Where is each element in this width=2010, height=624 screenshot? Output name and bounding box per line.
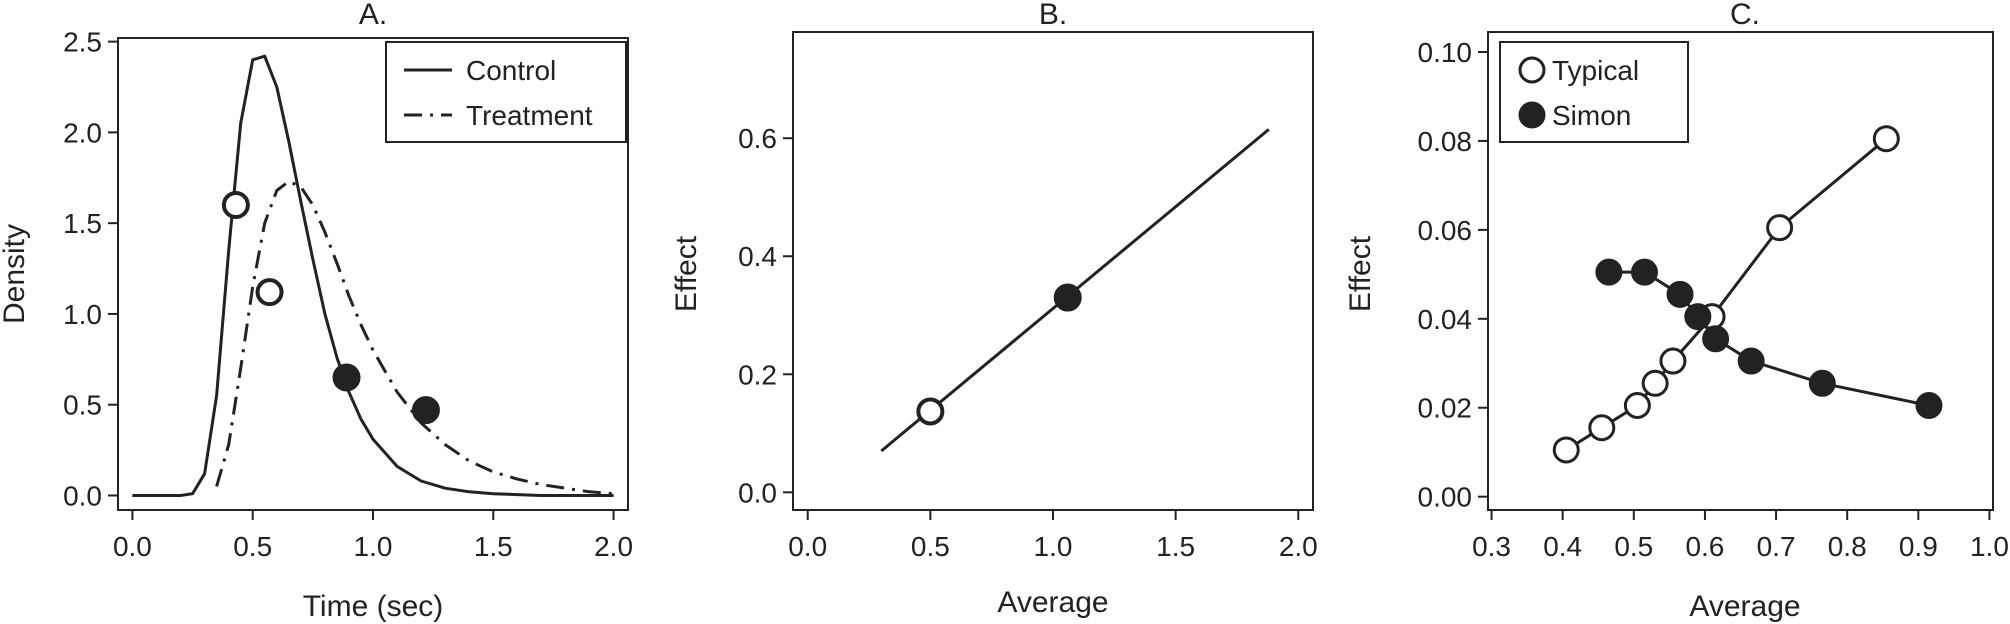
panel-a-ytick-label: 0.0 (63, 480, 102, 511)
panel-b-ytick-label: 0.6 (738, 123, 777, 154)
legend-simon-label: Simon (1552, 100, 1631, 131)
panel-b-title: B. (1039, 0, 1067, 31)
typical-point (1641, 369, 1669, 397)
legend-treatment-label: Treatment (466, 100, 593, 131)
typical-point (1623, 392, 1651, 420)
simon-point (1595, 258, 1623, 286)
panel-c-ytick-label: 0.00 (1418, 482, 1473, 513)
panel-a-xlabel: Time (sec) (303, 590, 444, 623)
panel-b: B. Average Effect 0.0 0.5 1.0 1.5 2.0 0.0 0.2 0… (670, 0, 1318, 619)
simon-point (1737, 347, 1765, 375)
simon-point (1666, 280, 1694, 308)
panel-c-xtick-label: 0.3 (1472, 531, 1511, 562)
panel-b-xtick-label: 1.5 (1156, 531, 1195, 562)
panel-c-xtick-label: 0.7 (1757, 531, 1796, 562)
panel-c-xtick-label: 0.5 (1614, 531, 1653, 562)
panel-b-xtick-label: 0.5 (911, 531, 950, 562)
panel-c-ytick-label: 0.06 (1418, 215, 1473, 246)
panel-b-xtick-label: 1.0 (1034, 531, 1073, 562)
series-treatment-line (215, 179, 614, 496)
simon-point (1630, 258, 1658, 286)
open-point (255, 278, 284, 307)
series-control-line (132, 54, 614, 497)
panel-a-legend: Control Treatment (385, 41, 627, 143)
panel-b-xtick-label: 0.0 (788, 531, 827, 562)
filled-point (411, 396, 440, 425)
series-typical-line (1565, 137, 1888, 452)
panel-c-xtick-label: 1.0 (1970, 531, 2009, 562)
panel-a: A. Time (sec) Density 0.0 0.5 1.0 1.5 2.0 0.0… (0, 0, 633, 623)
panel-a-ytick-label: 0.5 (63, 390, 102, 421)
filled-point (332, 363, 361, 392)
panel-b-xtick-label: 2.0 (1279, 531, 1318, 562)
legend-control-label: Control (466, 55, 556, 86)
panel-c-xtick-label: 0.6 (1685, 531, 1724, 562)
panel-b-ytick-label: 0.0 (738, 477, 777, 508)
legend-typical-label: Typical (1552, 55, 1639, 86)
simon-point (1702, 325, 1730, 353)
panel-c-ytick-label: 0.10 (1418, 37, 1473, 68)
typical-point (1659, 347, 1687, 375)
panel-c-ylabel: Effect (1344, 235, 1377, 312)
simon-point (1915, 392, 1943, 420)
panel-a-ytick-label: 1.5 (63, 208, 102, 239)
panel-a-xtick-label: 0.0 (113, 531, 152, 562)
panel-a-ytick-label: 2.5 (63, 27, 102, 58)
legend-simon-marker (1518, 101, 1546, 129)
panel-c-xtick-label: 0.9 (1899, 531, 1938, 562)
panel-a-xtick-label: 2.0 (594, 531, 633, 562)
panel-a-ytick-label: 2.0 (63, 117, 102, 148)
panel-a-xtick-label: 1.0 (354, 531, 393, 562)
typical-point (1766, 214, 1794, 242)
panel-b-ytick-label: 0.4 (738, 241, 777, 272)
panel-a-xtick-label: 1.5 (474, 531, 513, 562)
panel-c-ytick-label: 0.02 (1418, 393, 1473, 424)
open-point (221, 191, 250, 220)
panel-c-ytick-label: 0.08 (1418, 126, 1473, 157)
typical-point (1552, 436, 1580, 464)
panel-b-xlabel: Average (997, 586, 1108, 619)
typical-point (1872, 125, 1900, 153)
filled-point (1053, 283, 1082, 312)
panel-c-title: C. (1730, 0, 1760, 31)
panel-c-legend: Typical Simon (1499, 41, 1689, 143)
panel-b-ylabel: Effect (670, 235, 703, 312)
simon-point (1684, 303, 1712, 331)
panel-c-ytick-label: 0.04 (1418, 304, 1473, 335)
legend-typical-marker (1518, 56, 1546, 84)
panel-a-xtick-label: 0.5 (233, 531, 272, 562)
simon-point (1808, 369, 1836, 397)
panel-c-xtick-label: 0.8 (1828, 531, 1867, 562)
open-point (916, 397, 945, 426)
panel-c: C. Average Effect 0.3 0.4 0.5 0.6 0.7 0.8 0.9 1… (1344, 0, 2009, 623)
panel-b-ytick-label: 0.2 (738, 359, 777, 390)
panel-a-ylabel: Density (0, 224, 31, 324)
panel-a-ytick-label: 1.0 (63, 299, 102, 330)
panel-a-legend-box (385, 41, 627, 143)
panel-b-frame (792, 31, 1314, 511)
panel-c-frame (1487, 31, 1994, 511)
panel-a-title: A. (359, 0, 387, 31)
panel-c-xtick-label: 0.4 (1543, 531, 1582, 562)
panel-c-legend-box (1499, 41, 1689, 143)
typical-point (1588, 414, 1616, 442)
panel-c-xlabel: Average (1689, 590, 1800, 623)
